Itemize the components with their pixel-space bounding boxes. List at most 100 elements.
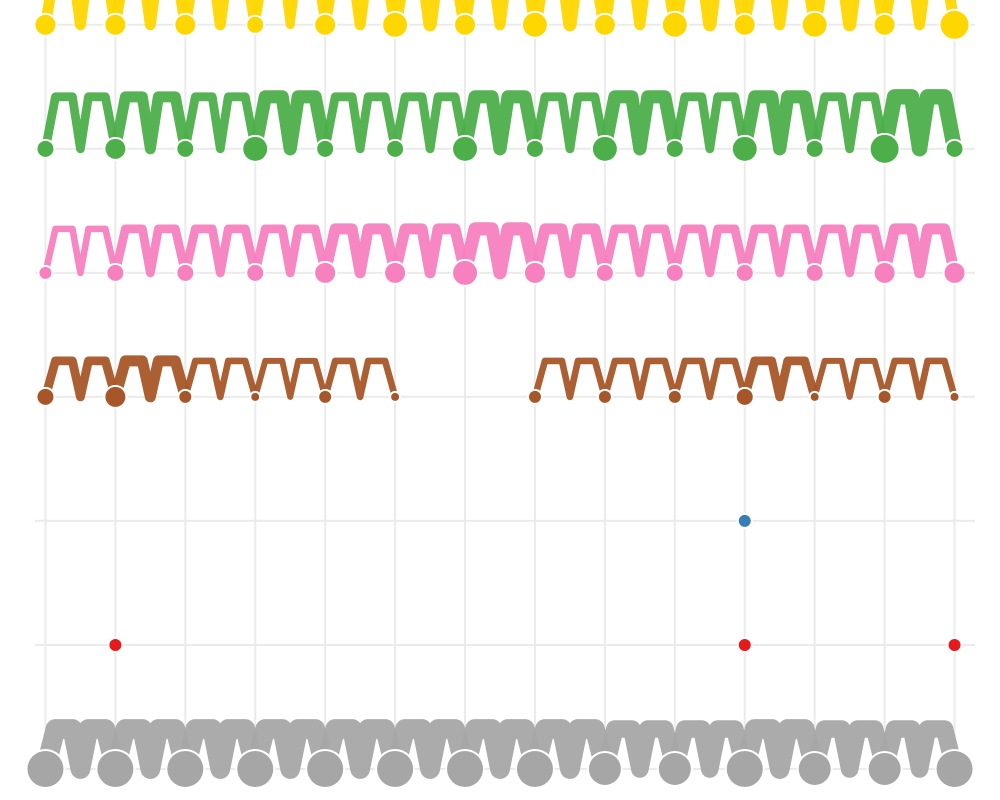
data-point bbox=[524, 262, 545, 283]
series-ribbon bbox=[315, 719, 406, 779]
data-point bbox=[105, 386, 126, 407]
data-point bbox=[35, 14, 56, 35]
data-point bbox=[167, 750, 204, 787]
series-ribbon bbox=[740, 224, 820, 278]
data-point bbox=[307, 750, 344, 787]
data-point bbox=[315, 262, 336, 283]
data-point bbox=[377, 750, 414, 787]
data-point bbox=[528, 390, 541, 403]
series-ribbon bbox=[738, 90, 822, 156]
data-point bbox=[105, 138, 126, 159]
series-ribbon bbox=[666, 720, 754, 778]
data-point bbox=[874, 262, 895, 283]
series-ribbon bbox=[110, 224, 190, 278]
series-ribbon bbox=[734, 719, 825, 779]
data-point bbox=[179, 390, 192, 403]
series-ribbon bbox=[811, 357, 888, 400]
series-ribbon bbox=[245, 719, 336, 779]
series-ribbon bbox=[389, 223, 471, 279]
series-ribbon bbox=[668, 0, 752, 32]
data-point bbox=[798, 752, 831, 785]
series-ribbon bbox=[458, 90, 542, 156]
data-point bbox=[109, 638, 122, 651]
data-point bbox=[940, 10, 969, 39]
series-ribbon bbox=[252, 357, 329, 400]
data-point bbox=[247, 264, 264, 281]
series-ribbon bbox=[739, 0, 821, 31]
data-point bbox=[738, 638, 751, 651]
data-point bbox=[946, 140, 963, 157]
data-point bbox=[37, 140, 54, 157]
data-point bbox=[592, 136, 617, 161]
data-point bbox=[948, 638, 961, 651]
data-point bbox=[97, 750, 134, 787]
series-ribbon bbox=[455, 719, 545, 779]
data-point bbox=[598, 390, 611, 403]
series-ribbon bbox=[599, 0, 681, 31]
data-point bbox=[385, 262, 406, 283]
data-point bbox=[736, 388, 753, 405]
series-ribbon bbox=[808, 0, 892, 32]
series-ribbon bbox=[810, 92, 890, 154]
series-ribbon bbox=[390, 92, 470, 154]
data-point bbox=[522, 12, 547, 37]
series-ribbon bbox=[35, 719, 126, 779]
data-point bbox=[177, 140, 194, 157]
series-ribbon bbox=[385, 719, 475, 779]
series-ribbon bbox=[250, 0, 330, 30]
data-point bbox=[27, 750, 64, 787]
data-point bbox=[175, 14, 196, 35]
data-point bbox=[732, 136, 757, 161]
series-ribbon bbox=[879, 223, 961, 279]
data-point bbox=[734, 14, 755, 35]
data-point bbox=[453, 136, 478, 161]
data-point bbox=[243, 136, 268, 161]
series-ribbon bbox=[876, 89, 963, 157]
data-point bbox=[387, 140, 404, 157]
data-point bbox=[317, 140, 334, 157]
data-point bbox=[878, 390, 891, 403]
data-point bbox=[526, 140, 543, 157]
data-point bbox=[319, 390, 332, 403]
series-ribbon bbox=[319, 0, 401, 31]
series-ribbon bbox=[670, 92, 750, 154]
series-ribbon bbox=[670, 224, 750, 278]
data-point bbox=[453, 260, 478, 285]
series-ribbon bbox=[109, 0, 191, 31]
series-bands bbox=[35, 0, 964, 779]
data-point bbox=[944, 262, 965, 283]
data-point bbox=[177, 264, 194, 281]
series-ribbon bbox=[388, 0, 472, 32]
data-point bbox=[251, 392, 260, 401]
series-ribbon bbox=[598, 90, 682, 156]
series-ribbon bbox=[248, 90, 332, 156]
data-point bbox=[806, 140, 823, 157]
series-ribbon bbox=[601, 357, 679, 401]
data-point bbox=[107, 264, 124, 281]
data-point bbox=[237, 750, 274, 787]
series-ribbon bbox=[180, 92, 260, 154]
data-point bbox=[810, 392, 819, 401]
series-ribbon bbox=[182, 357, 259, 401]
data-point bbox=[516, 750, 553, 787]
series-ribbon bbox=[179, 0, 261, 31]
data-point bbox=[668, 390, 681, 403]
series-ribbon bbox=[39, 0, 121, 31]
series-ribbon bbox=[881, 357, 958, 401]
data-point bbox=[874, 14, 895, 35]
data-point bbox=[596, 264, 613, 281]
series-ribbon bbox=[528, 0, 612, 32]
series-ribbon bbox=[320, 92, 400, 154]
series-ribbon bbox=[175, 719, 266, 779]
series-ribbon bbox=[531, 357, 609, 401]
series-ribbon bbox=[530, 92, 610, 154]
series-ribbon bbox=[180, 224, 260, 278]
series-ribbon bbox=[525, 719, 615, 779]
series-ribbon bbox=[250, 224, 330, 278]
series-ribbon bbox=[109, 91, 191, 155]
series-ribbon bbox=[459, 0, 541, 31]
series-ribbon bbox=[319, 223, 401, 279]
data-point bbox=[391, 392, 400, 401]
series-ribbon bbox=[42, 225, 119, 277]
data-point bbox=[447, 750, 484, 787]
